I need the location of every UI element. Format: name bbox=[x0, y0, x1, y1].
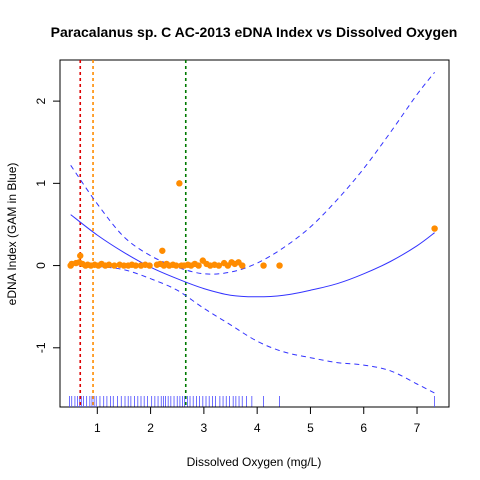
data-point bbox=[77, 252, 84, 259]
x-tick-label: 6 bbox=[360, 421, 367, 435]
data-point bbox=[111, 262, 118, 269]
plot-frame bbox=[59, 59, 450, 408]
data-point bbox=[105, 261, 113, 268]
gam-lower-band bbox=[70, 263, 435, 394]
data-point bbox=[159, 247, 166, 254]
data-point bbox=[431, 225, 438, 232]
data-point bbox=[260, 262, 267, 269]
x-tick-label: 7 bbox=[414, 421, 421, 435]
gam-curves bbox=[70, 71, 435, 394]
data-point bbox=[146, 262, 153, 269]
y-axis-label: eDNA Index (GAM in Blue) bbox=[5, 163, 19, 306]
rug-marks bbox=[69, 396, 436, 407]
data-point bbox=[276, 262, 283, 269]
data-point bbox=[176, 180, 183, 187]
y-axis: -1 0 1 2 bbox=[34, 97, 61, 353]
x-tick-label: 4 bbox=[254, 421, 261, 435]
x-axis-label: Dissolved Oxygen (mg/L) bbox=[187, 455, 322, 469]
y-tick-label: 2 bbox=[34, 97, 48, 104]
data-points bbox=[67, 180, 438, 269]
data-point bbox=[215, 262, 222, 269]
chart-title: Paracalanus sp. C AC-2013 eDNA Index vs … bbox=[51, 24, 458, 40]
x-axis: 1 2 3 4 5 6 7 bbox=[94, 406, 421, 435]
data-point bbox=[132, 262, 139, 269]
y-tick-label: 1 bbox=[34, 180, 48, 187]
y-tick-label: 0 bbox=[34, 262, 48, 269]
reference-lines bbox=[79, 60, 187, 407]
x-tick-label: 1 bbox=[94, 421, 101, 435]
gam-upper-band bbox=[70, 71, 435, 275]
data-point bbox=[172, 262, 180, 269]
data-point bbox=[195, 262, 202, 269]
data-point bbox=[239, 262, 246, 269]
x-tick-label: 5 bbox=[307, 421, 314, 435]
gam-fit-line bbox=[70, 214, 435, 298]
y-tick-label: -1 bbox=[34, 342, 48, 353]
x-tick-label: 2 bbox=[147, 421, 154, 435]
x-tick-label: 3 bbox=[201, 421, 208, 435]
